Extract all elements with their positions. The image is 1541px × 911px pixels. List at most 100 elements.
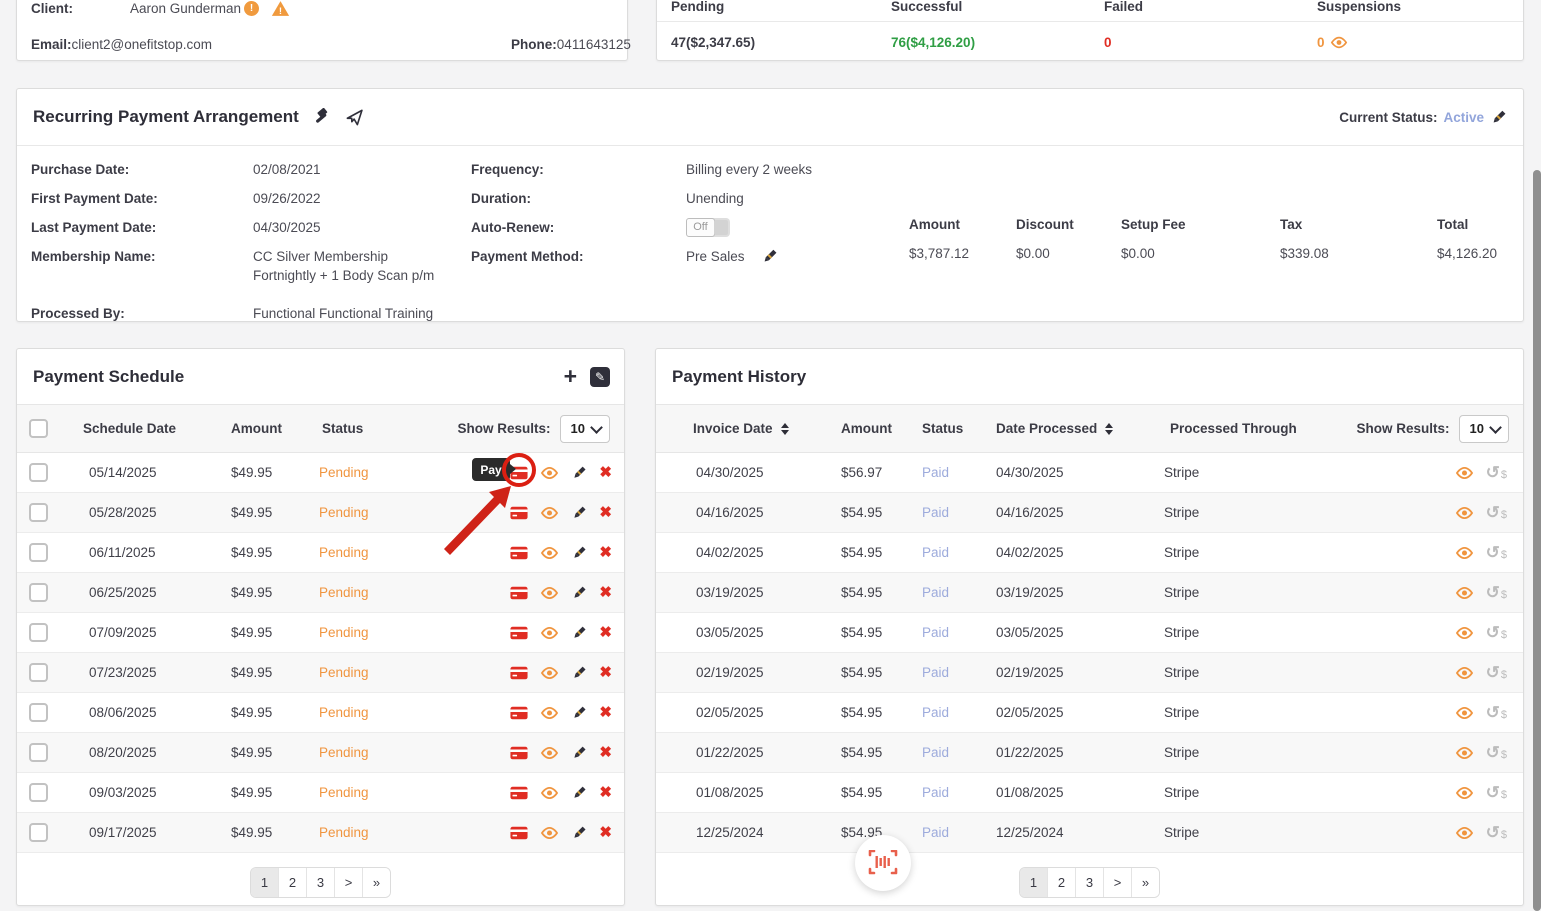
refund-icon[interactable]: ↺ $ [1485,703,1507,722]
row-checkbox[interactable] [29,783,48,802]
view-icon[interactable] [540,546,559,560]
view-icon[interactable] [1455,586,1474,600]
money-column: Tax $339.08 [1280,217,1329,261]
page-button[interactable]: > [335,868,363,897]
edit-pencil-icon[interactable] [571,585,587,601]
pay-card-icon[interactable] [510,666,528,680]
gavel-icon[interactable] [313,107,332,127]
refund-icon[interactable]: ↺ $ [1485,463,1507,482]
sort-invoice-date-icon[interactable] [780,422,789,435]
client-info-icon[interactable]: ! [244,0,260,16]
refund-icon[interactable]: ↺ $ [1485,543,1507,562]
page-button[interactable]: 2 [1048,868,1076,897]
edit-pencil-icon[interactable] [571,545,587,561]
page-button[interactable]: 1 [251,868,279,897]
edit-payment-method-pencil-icon[interactable] [761,247,778,266]
pay-card-icon[interactable] [510,546,528,560]
view-icon[interactable] [540,466,559,480]
view-icon[interactable] [1455,826,1474,840]
edit-pencil-icon[interactable] [571,465,587,481]
view-icon[interactable] [1455,706,1474,720]
edit-pencil-icon[interactable] [571,785,587,801]
delete-icon[interactable]: ✖ [599,824,612,841]
view-icon[interactable] [540,666,559,680]
view-icon[interactable] [540,586,559,600]
scrollbar-thumb[interactable] [1533,170,1541,911]
refund-icon[interactable]: ↺ $ [1485,623,1507,642]
edit-pencil-icon[interactable] [571,825,587,841]
edit-pencil-icon[interactable] [571,665,587,681]
auto-renew-toggle[interactable]: Off [686,218,730,237]
delete-icon[interactable]: ✖ [599,624,612,641]
view-icon[interactable] [540,746,559,760]
refund-icon[interactable]: ↺ $ [1485,663,1507,682]
row-checkbox[interactable] [29,463,48,482]
page-button[interactable]: 1 [1020,868,1048,897]
row-checkbox[interactable] [29,503,48,522]
send-icon[interactable] [345,108,364,127]
view-icon[interactable] [1455,546,1474,560]
page-button[interactable]: 3 [1076,868,1104,897]
client-warning-icon[interactable]: ! [271,0,290,17]
pay-card-icon[interactable] [510,586,528,600]
view-icon[interactable] [540,626,559,640]
edit-status-pencil-icon[interactable] [1490,109,1507,126]
delete-icon[interactable]: ✖ [599,704,612,721]
row-checkbox[interactable] [29,583,48,602]
edit-pencil-icon[interactable] [571,745,587,761]
history-show-results-select[interactable]: 10 [1458,414,1509,443]
page-button[interactable]: » [1132,868,1159,897]
view-icon[interactable] [1455,466,1474,480]
delete-icon[interactable]: ✖ [599,504,612,521]
refund-icon[interactable]: ↺ $ [1485,503,1507,522]
pay-card-icon[interactable] [510,506,528,520]
view-icon[interactable] [540,706,559,720]
view-icon[interactable] [540,786,559,800]
view-icon[interactable] [1455,626,1474,640]
edit-pencil-icon[interactable] [571,705,587,721]
add-payment-icon[interactable]: + [563,363,577,389]
view-icon[interactable] [540,826,559,840]
suspensions-eye-icon[interactable] [1330,36,1348,49]
view-icon[interactable] [1455,506,1474,520]
delete-icon[interactable]: ✖ [599,464,612,481]
pay-card-icon[interactable] [510,786,528,800]
edit-pencil-icon[interactable] [571,625,587,641]
refund-icon[interactable]: ↺ $ [1485,783,1507,802]
refund-icon[interactable]: ↺ $ [1485,743,1507,762]
invoice-date-cell: 01/08/2025 [696,785,764,800]
page-button[interactable]: > [1104,868,1132,897]
sort-date-processed-icon[interactable] [1105,422,1114,435]
delete-icon[interactable]: ✖ [599,664,612,681]
pay-card-icon[interactable] [510,746,528,760]
pay-card-icon[interactable] [510,826,528,840]
row-checkbox[interactable] [29,743,48,762]
page-button[interactable]: 2 [279,868,307,897]
select-all-checkbox[interactable] [29,419,48,438]
view-icon[interactable] [1455,666,1474,680]
view-icon[interactable] [540,506,559,520]
delete-icon[interactable]: ✖ [599,744,612,761]
pay-card-icon[interactable] [510,706,528,720]
delete-icon[interactable]: ✖ [599,584,612,601]
delete-icon[interactable]: ✖ [599,784,612,801]
delete-icon[interactable]: ✖ [599,544,612,561]
pay-card-icon[interactable] [510,626,528,640]
view-icon[interactable] [1455,746,1474,760]
row-checkbox[interactable] [29,623,48,642]
schedule-show-results-select[interactable]: 10 [559,414,610,443]
rpa-header: Recurring Payment Arrangement Current St… [17,89,1523,146]
refund-icon[interactable]: ↺ $ [1485,583,1507,602]
row-checkbox[interactable] [29,703,48,722]
page-button[interactable]: » [363,868,390,897]
edit-pencil-icon[interactable] [571,505,587,521]
refund-icon[interactable]: ↺ $ [1485,823,1507,842]
row-checkbox[interactable] [29,543,48,562]
row-checkbox[interactable] [29,663,48,682]
bulk-edit-icon[interactable]: ✎ [590,366,610,387]
barcode-scan-button[interactable] [855,835,911,891]
row-checkbox[interactable] [29,823,48,842]
status-cell: Paid [922,465,950,480]
page-button[interactable]: 3 [307,868,335,897]
view-icon[interactable] [1455,786,1474,800]
